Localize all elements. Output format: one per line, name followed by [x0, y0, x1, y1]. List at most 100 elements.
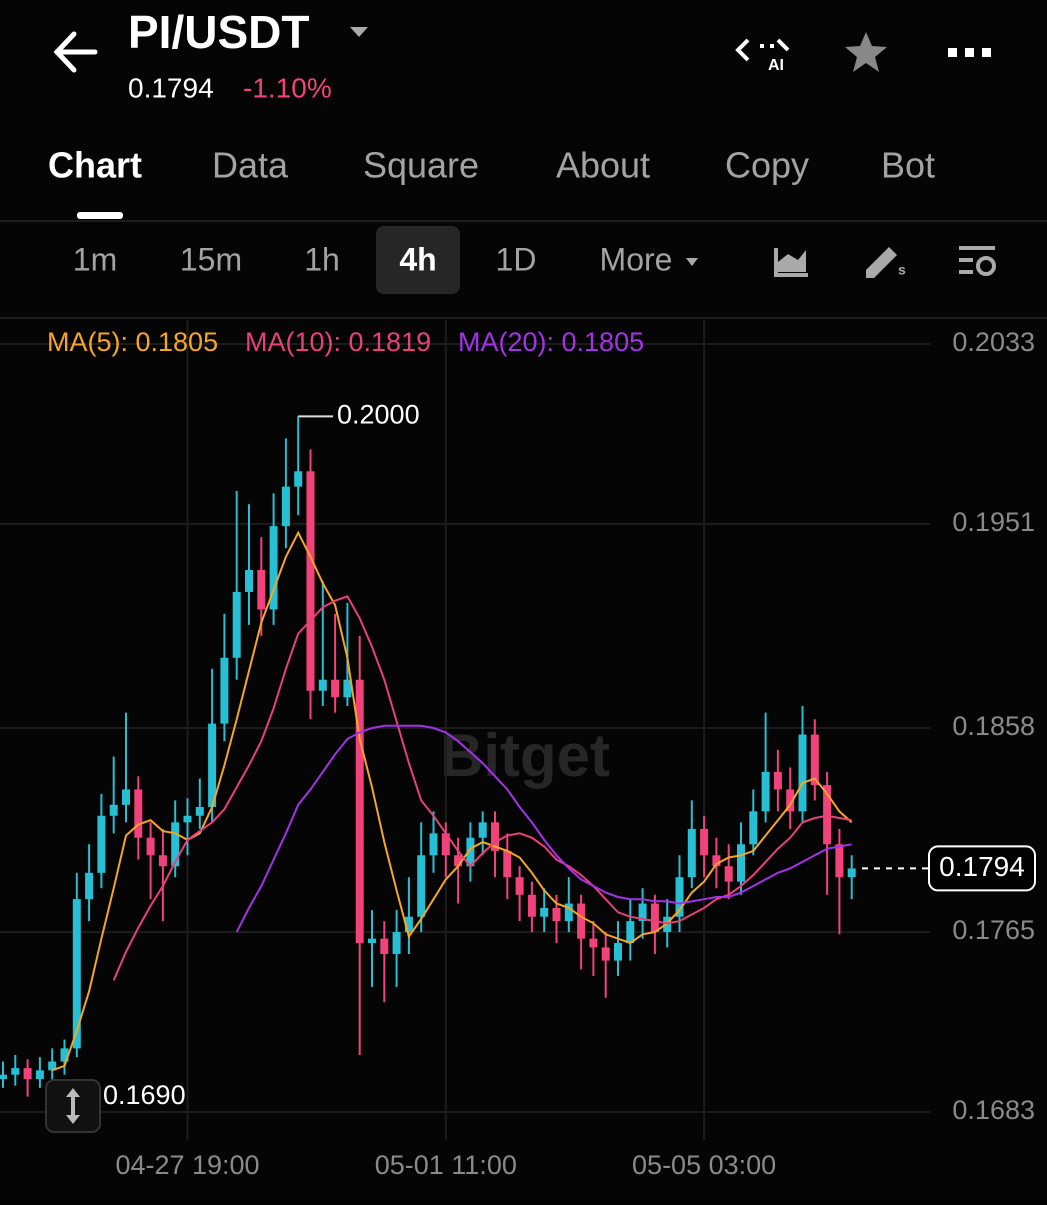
candle-body: [195, 806, 204, 816]
candle-body: [626, 921, 635, 944]
candle-body: [675, 877, 684, 917]
candle-body: [134, 789, 143, 838]
tab[interactable]: Copy: [725, 145, 809, 186]
tab[interactable]: Chart: [48, 145, 142, 186]
pair-dropdown[interactable]: [350, 27, 368, 37]
ma-line: [112, 595, 852, 981]
interval-option[interactable]: 15m: [180, 241, 242, 277]
x-tick-label: 05-05 03:00: [632, 1150, 776, 1180]
candle-body: [810, 734, 819, 786]
candle-body: [823, 785, 832, 845]
candle-body: [466, 837, 475, 867]
candle-body: [404, 916, 413, 933]
svg-text:s: s: [898, 262, 906, 278]
ai-badge: AI: [768, 57, 784, 74]
candle-body: [122, 789, 130, 805]
candle-body: [23, 1068, 32, 1080]
interval-highlight: [376, 226, 460, 294]
candle-body: [158, 855, 167, 867]
candle-body: [35, 1070, 44, 1080]
candle-body: [60, 1048, 69, 1062]
candle-body: [700, 828, 709, 856]
candle-body: [429, 833, 438, 856]
tab[interactable]: Square: [363, 145, 479, 186]
low-marker-label: 0.1690: [103, 1080, 186, 1110]
candle-body: [0, 1074, 7, 1080]
candle-body: [318, 679, 327, 691]
candle-body: [11, 1068, 20, 1075]
candle-body: [441, 833, 450, 856]
candle-body: [183, 815, 192, 823]
candle-body: [687, 828, 696, 878]
interval-option[interactable]: 1h: [304, 241, 340, 277]
candle-body: [773, 771, 782, 790]
candle-body: [257, 570, 266, 610]
interval-option[interactable]: 1D: [496, 241, 537, 277]
indicator-settings-button[interactable]: [959, 246, 996, 276]
candle-body: [294, 471, 303, 487]
candle-body: [847, 868, 856, 878]
candle-body: [331, 679, 340, 698]
candle-body: [749, 811, 758, 845]
candle-body: [368, 938, 376, 944]
candle-body: [589, 938, 598, 948]
x-tick-label: 05-01 11:00: [375, 1150, 517, 1180]
candle-body: [281, 486, 290, 527]
tab[interactable]: About: [556, 145, 650, 186]
candle-body: [491, 822, 499, 851]
y-tick-label: 0.2033: [952, 327, 1035, 357]
candle-body: [503, 850, 512, 878]
candle-body: [109, 804, 118, 816]
interval-option[interactable]: More: [600, 241, 673, 277]
candle-body: [478, 822, 487, 838]
y-tick-label: 0.1765: [952, 915, 1035, 945]
more-dropdown[interactable]: [686, 258, 698, 266]
candle-body: [577, 903, 586, 939]
y-tick-label: 0.1858: [952, 711, 1035, 741]
watermark: Bitget: [440, 722, 610, 789]
ma-legend: MA(20): 0.1805: [458, 327, 644, 357]
ma-line: [235, 724, 852, 933]
favorite-star[interactable]: [845, 32, 887, 72]
x-tick-label: 04-27 19:00: [115, 1150, 259, 1180]
high-marker-label: 0.2000: [337, 400, 420, 430]
candle-body: [220, 657, 229, 724]
draw-tool-button[interactable]: s: [866, 247, 906, 278]
ma-legend: MA(10): 0.1819: [245, 327, 431, 357]
candle-body: [638, 903, 647, 922]
candle-body: [245, 570, 253, 592]
candle-body: [380, 938, 389, 955]
candle-body: [343, 679, 352, 698]
candle-body: [724, 866, 733, 882]
candle-body: [355, 679, 364, 944]
candle-body: [454, 855, 463, 867]
tab[interactable]: Bot: [881, 145, 935, 186]
candle-body: [564, 903, 573, 922]
candle-body: [146, 837, 155, 856]
back-button[interactable]: [53, 31, 98, 73]
candle-body: [515, 877, 524, 895]
candle-body: [761, 771, 770, 812]
pair-title[interactable]: PI/USDT: [128, 6, 309, 58]
interval-option[interactable]: 4h: [399, 241, 436, 277]
last-price-box: [928, 845, 1036, 892]
candle-body: [786, 789, 795, 812]
candle-body: [48, 1061, 57, 1071]
candle-body: [650, 903, 659, 933]
chart-type-button[interactable]: [774, 248, 808, 277]
more-menu[interactable]: [948, 48, 991, 57]
candle-body: [417, 855, 426, 917]
tab[interactable]: Data: [212, 145, 289, 186]
candle-body: [72, 899, 81, 1049]
candle-body: [85, 872, 94, 900]
candle-body: [540, 907, 549, 917]
candle-body: [614, 943, 622, 961]
last-price: 0.1794: [128, 72, 214, 103]
ai-button[interactable]: AI: [735, 38, 790, 74]
candle-body: [552, 907, 561, 922]
interval-option[interactable]: 1m: [73, 241, 117, 277]
ma-legend: MA(5): 0.1805: [47, 327, 218, 357]
